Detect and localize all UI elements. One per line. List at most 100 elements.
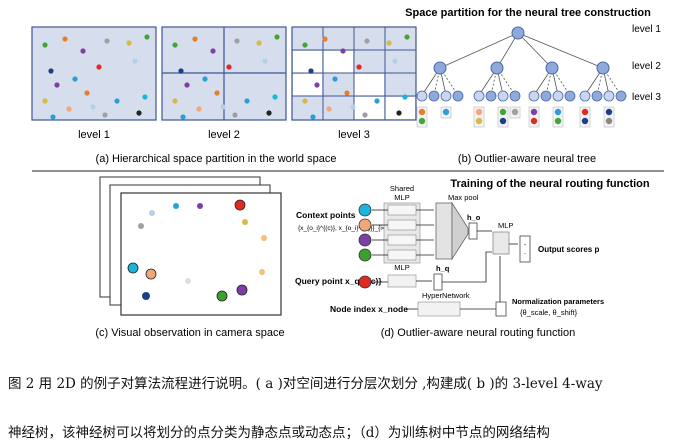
leaf-point — [511, 108, 519, 116]
grid-point — [192, 36, 198, 42]
tree-leaf-node — [603, 90, 615, 102]
grid-point — [180, 114, 186, 120]
grid-point — [374, 98, 380, 104]
tree-leaf-node — [497, 90, 509, 102]
tree-node — [545, 61, 559, 75]
leaf-point — [418, 117, 426, 125]
node-index-label: Node index x_node — [330, 304, 408, 314]
grid-point — [132, 58, 138, 64]
routing-title: Training of the neural routing function — [450, 178, 649, 190]
svg-text:−: − — [524, 251, 527, 256]
tree-level2: level 2 — [632, 61, 661, 72]
leaf-point — [605, 108, 613, 116]
grid-point — [314, 82, 320, 88]
tree-node — [490, 61, 504, 75]
tree-leaf-node — [440, 90, 452, 102]
grid-point — [80, 48, 86, 54]
panel-d: Training of the neural routing function … — [295, 178, 650, 339]
leaf-bucket — [603, 106, 615, 128]
grid-point — [196, 106, 202, 112]
caption-b: (b) Outlier-aware neural tree — [458, 153, 596, 165]
leaf-point — [530, 117, 538, 125]
camera-point — [197, 203, 203, 209]
grid-point — [262, 58, 268, 64]
tree-level1: level 1 — [632, 24, 661, 35]
grid-point — [256, 40, 262, 46]
grid-point — [126, 40, 132, 46]
grid-point — [362, 112, 368, 118]
grid-point — [62, 36, 68, 42]
leaf-bucket — [416, 106, 428, 128]
tree-leaf-node — [428, 90, 440, 102]
grid-point — [142, 94, 148, 100]
query-point-label: Query point x_q^{(c)} — [295, 276, 382, 286]
caption-d: (d) Outlier-aware neural routing functio… — [381, 327, 575, 339]
camera-point — [185, 278, 191, 284]
grid-point — [302, 42, 308, 48]
leaf-point — [554, 108, 562, 116]
grid-point — [396, 110, 402, 116]
norm-params-label: Normalization parameters — [512, 297, 604, 306]
grid-point — [234, 38, 240, 44]
level-label-a3: level 3 — [338, 129, 370, 141]
leaf-point — [581, 108, 589, 116]
tree-node — [433, 61, 447, 75]
grid-point — [96, 64, 102, 70]
grid-point — [42, 98, 48, 104]
camera-point — [173, 203, 179, 209]
grid-point — [172, 98, 178, 104]
hypernetwork-label: HyperNetwork — [422, 291, 470, 300]
mlp-mid-label: MLP — [394, 263, 409, 272]
grid-point — [144, 34, 150, 40]
camera-point — [234, 199, 246, 211]
leaf-point — [442, 108, 450, 116]
grid-point — [42, 42, 48, 48]
camera-point — [259, 269, 265, 275]
camera-point — [216, 290, 228, 302]
grid-point — [272, 94, 278, 100]
grid-point — [356, 64, 362, 70]
context-point-green — [358, 248, 372, 262]
grid-point — [308, 68, 314, 74]
grid-point — [114, 98, 120, 104]
leaf-point — [530, 108, 538, 116]
leaf-point — [418, 108, 426, 116]
grid-point — [386, 40, 392, 46]
camera-point — [236, 284, 248, 296]
tree-leaf-node — [579, 90, 591, 102]
tree-leaf-node — [452, 90, 464, 102]
context-points-label: Context points — [296, 210, 356, 220]
context-point-purple — [358, 233, 372, 247]
grid-point — [340, 48, 346, 54]
output-scores-box — [519, 235, 531, 263]
grid-point — [104, 38, 110, 44]
panel-c: (c) Visual observation in camera space — [95, 176, 285, 339]
leaf-point — [499, 117, 507, 125]
tree-leaf-node — [528, 90, 540, 102]
context-point-peach — [358, 218, 372, 232]
h-o-label: h_o — [467, 213, 481, 222]
grid-point — [90, 104, 96, 110]
query-point-red — [358, 275, 372, 289]
tree-node — [511, 26, 525, 40]
level-label-a1: level 1 — [78, 129, 110, 141]
camera-point — [149, 210, 155, 216]
grid-point — [226, 64, 232, 70]
camera-point — [138, 223, 144, 229]
grid-point — [344, 90, 350, 96]
max-pool-label: Max pool — [448, 193, 479, 202]
grid-point — [326, 106, 332, 112]
panel-b: Space partition for the neural tree cons… — [405, 7, 661, 165]
grid-point — [404, 34, 410, 40]
grid-point — [266, 110, 272, 116]
leaf-point — [499, 108, 507, 116]
grid-point — [332, 76, 338, 82]
camera-point — [145, 268, 157, 280]
grid-point — [364, 38, 370, 44]
leaf-point — [605, 117, 613, 125]
tree-leaf-node — [540, 90, 552, 102]
tree-leaf-node — [473, 90, 485, 102]
camera-point — [142, 292, 150, 300]
panel-a: level 1 level 2 level 3 (a) Hierarchical… — [31, 26, 417, 165]
